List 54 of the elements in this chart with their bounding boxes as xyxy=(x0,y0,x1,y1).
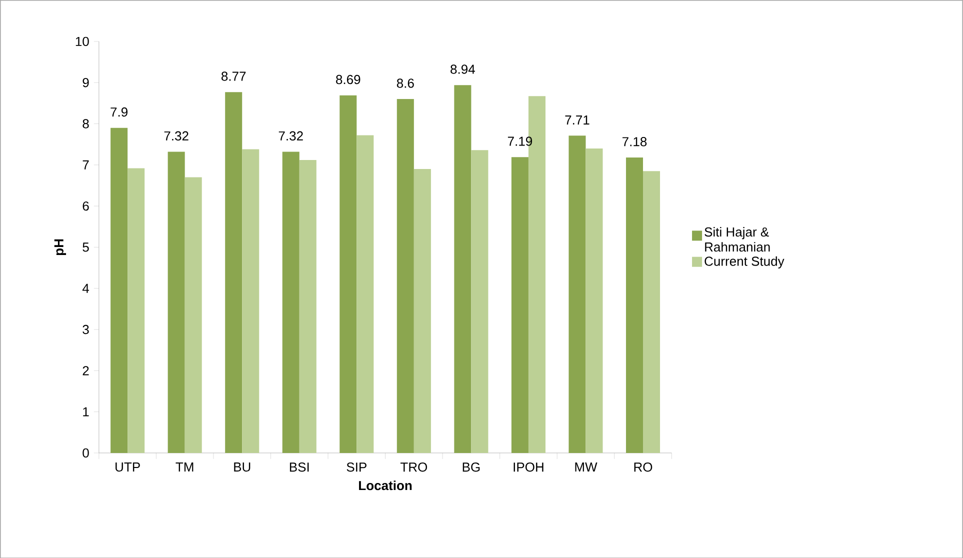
y-tick-label: 0 xyxy=(82,448,89,458)
bar xyxy=(168,151,185,453)
y-tick-label: 6 xyxy=(82,201,89,210)
legend-label: Current Study xyxy=(704,256,784,268)
y-tick-label: 9 xyxy=(82,78,89,87)
data-label: 7.18 xyxy=(622,136,647,146)
bar xyxy=(225,92,242,453)
x-tick-label: TM xyxy=(176,462,194,472)
bar xyxy=(643,170,660,453)
bar xyxy=(586,148,603,453)
x-tick-label: TRO xyxy=(400,462,428,472)
x-tick-label: IPOH xyxy=(514,462,544,472)
x-tick-label: BG xyxy=(462,462,480,472)
y-axis-title: pH xyxy=(54,239,66,255)
bar xyxy=(242,149,260,453)
bar xyxy=(184,177,202,453)
bar xyxy=(396,98,414,453)
bar xyxy=(299,160,316,453)
y-tick-label: 5 xyxy=(82,242,89,252)
bar xyxy=(356,135,374,453)
bar xyxy=(414,168,431,453)
bar xyxy=(568,135,586,453)
y-tick-label: 2 xyxy=(82,366,89,375)
legend-label: Siti Hajar & Rahmanian xyxy=(704,226,770,252)
data-label: 7.32 xyxy=(278,131,303,140)
bar xyxy=(454,84,472,453)
y-tick-label: 7 xyxy=(82,160,89,170)
y-tick-label: 8 xyxy=(82,118,89,128)
x-tick-label: BSI xyxy=(290,462,309,472)
data-label: 8.94 xyxy=(450,64,475,74)
data-label: 7.19 xyxy=(508,136,532,146)
bar xyxy=(471,150,488,453)
bar xyxy=(128,168,145,453)
y-tick-label: 1 xyxy=(83,407,89,416)
data-label: 8.77 xyxy=(222,71,246,81)
x-tick-label: SIP xyxy=(346,462,366,472)
bar xyxy=(282,151,300,453)
bar xyxy=(340,95,357,453)
x-tick-label: RO xyxy=(634,462,652,472)
data-label: 7.9 xyxy=(110,107,128,116)
y-tick-label: 3 xyxy=(82,324,89,334)
data-label: 7.32 xyxy=(164,131,188,140)
data-label: 8.69 xyxy=(336,74,360,84)
x-tick-label: BU xyxy=(234,462,250,472)
data-label: 7.71 xyxy=(565,115,590,124)
x-axis-title: Location xyxy=(359,480,412,490)
x-tick-label: UTP xyxy=(116,462,140,472)
y-tick-label: 10 xyxy=(76,36,89,46)
x-tick-label: MW xyxy=(575,462,598,472)
data-label: 8.6 xyxy=(396,78,414,88)
bar xyxy=(511,156,528,453)
y-tick-label: 4 xyxy=(82,284,90,293)
bar xyxy=(626,157,644,453)
bar xyxy=(110,128,128,453)
